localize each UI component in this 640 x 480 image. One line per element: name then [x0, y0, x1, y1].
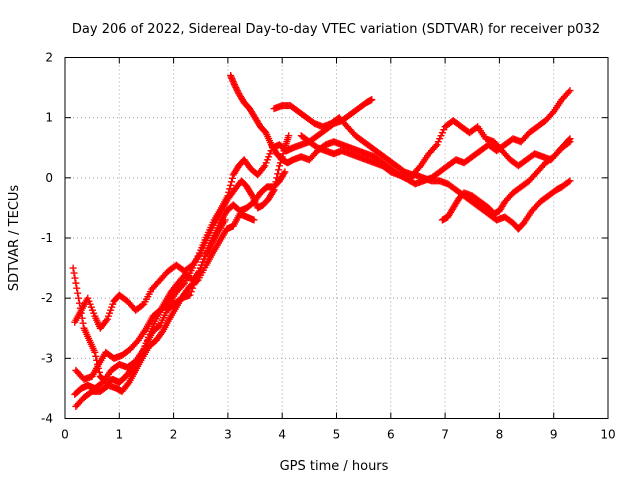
x-tick-label: 6: [387, 428, 395, 442]
data-point: [124, 380, 132, 388]
x-tick-label: 7: [441, 428, 449, 442]
data-point: [415, 163, 423, 171]
y-tick-label: -4: [41, 412, 53, 426]
y-tick-label: 2: [45, 51, 53, 65]
x-tick-label: 0: [61, 428, 69, 442]
y-axis-ticks: -4 -3 -2 -1 0 1 2: [41, 51, 608, 426]
data-point: [274, 170, 282, 178]
data-point: [74, 289, 82, 297]
data-point: [155, 322, 163, 330]
data-point: [92, 352, 100, 360]
x-tick-label: 3: [224, 428, 232, 442]
y-axis-label: SDTVAR / TECUs: [7, 185, 22, 292]
data-point: [275, 166, 283, 174]
y-tick-label: -2: [41, 291, 53, 305]
data-point: [75, 299, 83, 307]
x-tick-label: 2: [170, 428, 178, 442]
data-point: [548, 109, 556, 117]
data-point: [280, 169, 288, 177]
y-tick-label: 0: [45, 171, 53, 185]
data-point: [133, 338, 141, 346]
data-point: [95, 368, 103, 376]
x-axis-ticks: 0 1 2 3 4 5 6 7 8 9 10: [61, 57, 616, 442]
series-pass-7: [270, 102, 574, 179]
data-point: [78, 314, 86, 322]
data-point: [186, 291, 194, 299]
data-points: [69, 72, 574, 410]
series-pass-5: [72, 210, 258, 410]
data-point: [221, 216, 229, 224]
data-point: [179, 281, 187, 289]
x-tick-label: 4: [278, 428, 286, 442]
data-point: [565, 88, 573, 96]
series-pass-3: [71, 168, 289, 398]
data-point: [93, 356, 101, 364]
data-point: [76, 304, 84, 312]
data-point: [71, 274, 79, 282]
data-point: [226, 185, 234, 193]
data-point: [138, 301, 146, 309]
x-tick-label: 9: [550, 428, 558, 442]
x-tick-label: 10: [600, 428, 615, 442]
data-point: [227, 181, 235, 189]
data-point: [228, 174, 236, 182]
data-point: [285, 132, 293, 140]
x-axis-label: GPS time / hours: [280, 459, 389, 474]
chart-title: Day 206 of 2022, Sidereal Day-to-day VTE…: [72, 22, 600, 37]
data-point: [79, 319, 87, 327]
series-pass-2: [72, 96, 376, 383]
data-point: [566, 177, 574, 185]
data-point: [77, 309, 85, 317]
data-point: [70, 269, 78, 277]
data-point: [72, 279, 80, 287]
data-point: [566, 138, 574, 146]
grid-lines: [65, 57, 608, 419]
data-point: [566, 87, 574, 95]
data-point: [250, 216, 258, 224]
y-tick-label: 1: [45, 111, 53, 125]
data-point: [368, 96, 376, 104]
x-tick-label: 5: [333, 428, 341, 442]
y-tick-label: -1: [41, 231, 53, 245]
data-point: [224, 192, 232, 200]
data-point: [102, 317, 110, 325]
data-point: [247, 190, 255, 198]
data-point: [193, 277, 201, 285]
data-point: [260, 163, 268, 171]
data-point: [225, 188, 233, 196]
x-tick-label: 1: [115, 428, 123, 442]
data-point: [73, 284, 81, 292]
x-tick-label: 8: [496, 428, 504, 442]
data-point: [432, 142, 440, 150]
data-point: [281, 168, 289, 176]
y-tick-label: -3: [41, 351, 53, 365]
data-point: [69, 264, 77, 272]
data-point: [94, 360, 102, 368]
data-point: [565, 178, 573, 186]
data-point: [565, 139, 573, 147]
data-point: [228, 178, 236, 186]
series-pass-9: [438, 138, 574, 224]
data-point: [91, 348, 99, 356]
data-point: [75, 294, 83, 302]
data-point: [158, 329, 166, 337]
data-point: [94, 364, 102, 372]
